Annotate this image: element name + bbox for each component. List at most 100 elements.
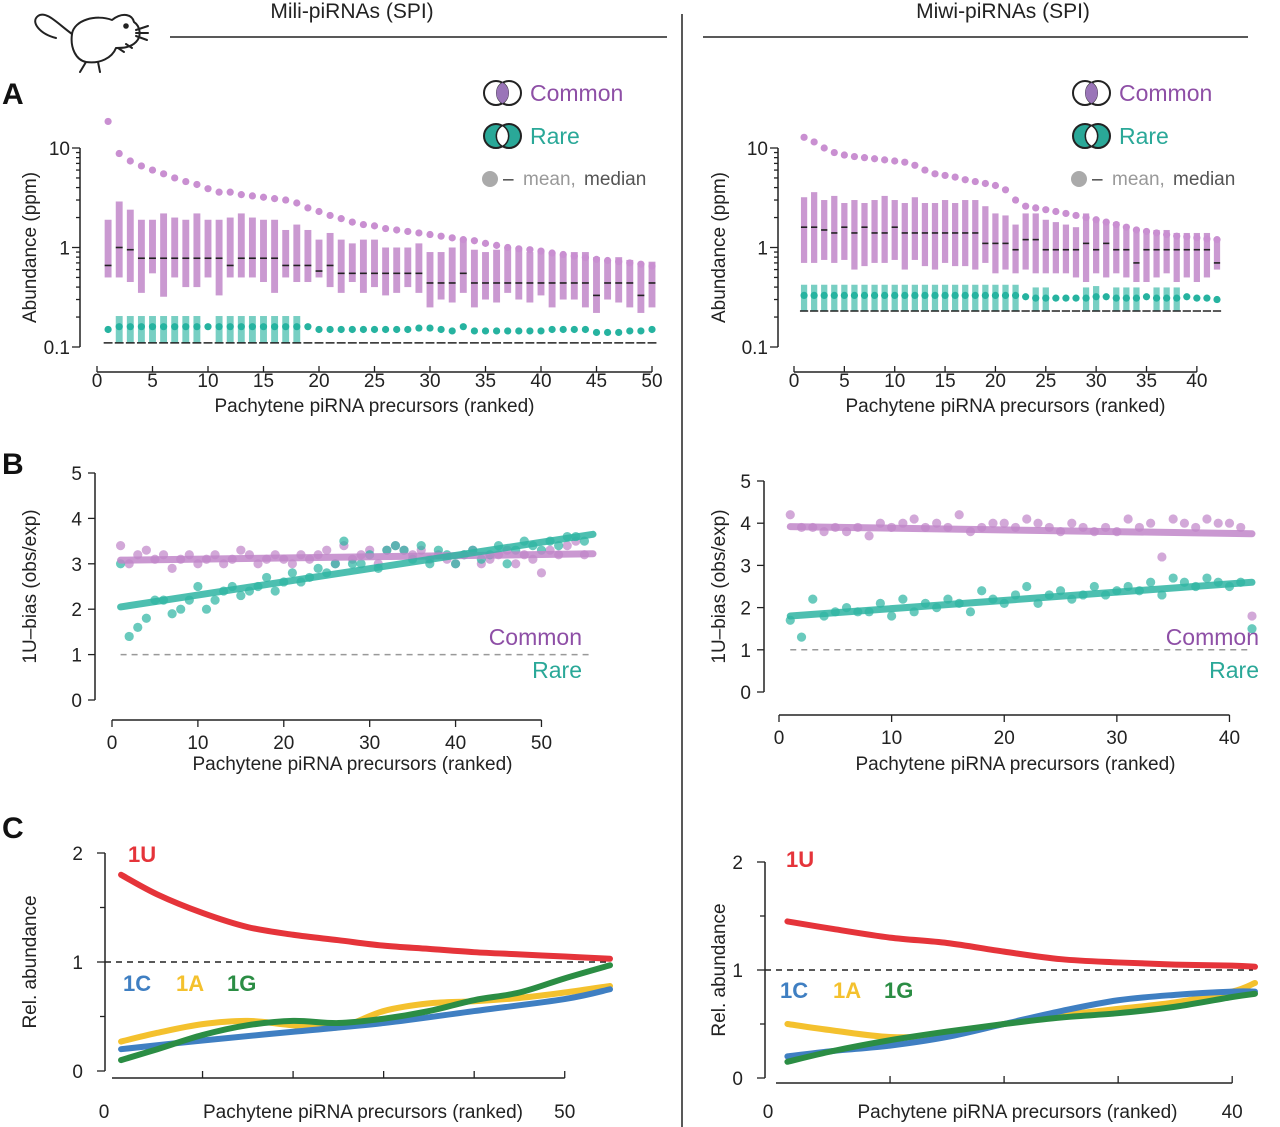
y-tick-label: 10 — [49, 139, 70, 160]
rare-mean-point — [1042, 294, 1050, 302]
common-mean-point — [971, 177, 979, 186]
common-mean-point — [961, 176, 969, 184]
rare-mean-point — [1102, 293, 1110, 301]
common-mean-point — [348, 218, 356, 226]
rare-mean-point — [1132, 294, 1141, 302]
x-tick-label: 30 — [419, 371, 440, 392]
common-bar — [648, 261, 656, 308]
rare-mean-point — [137, 323, 145, 331]
x-tick-label: 40 — [1219, 728, 1240, 749]
rare-mean-point — [860, 291, 869, 300]
rare-mean-point — [481, 327, 490, 335]
common-bar — [931, 203, 939, 270]
common-bar — [1183, 232, 1190, 278]
common-bar — [137, 219, 145, 293]
y-axis-title: Abundance (ppm) — [709, 172, 730, 323]
y-axis-title: 1U–bias (obs/exp) — [709, 509, 730, 663]
rare-point — [416, 541, 426, 551]
rare-mean-point — [1072, 294, 1080, 302]
rare-mean-point — [911, 291, 919, 300]
common-point — [1168, 514, 1178, 524]
rare-mean-point — [359, 325, 367, 334]
rare-mean-point — [404, 325, 412, 334]
rare-mean-point — [248, 323, 256, 331]
legend-mean-dot-icon — [482, 171, 498, 187]
common-point — [1157, 552, 1167, 562]
rare-point — [167, 609, 177, 619]
y-tick-label: 10 — [747, 139, 768, 160]
rare-point — [898, 594, 908, 604]
legend-a-right: Common Rare – mean, median — [1071, 80, 1235, 190]
common-mean-point — [810, 138, 818, 146]
rare-mean-point — [810, 291, 818, 300]
x-tick-label: 35 — [1136, 371, 1157, 392]
common-mean-point — [393, 226, 401, 234]
common-mean-point — [215, 188, 223, 196]
c-left-1u-label: 1U — [128, 842, 156, 867]
common-mean-point — [437, 232, 445, 240]
x-tick-label: 50 — [641, 371, 662, 392]
common-bar — [415, 243, 423, 293]
legend-dash: – — [1092, 169, 1103, 190]
rare-mean-point — [437, 325, 445, 334]
common-mean-point — [1213, 236, 1221, 244]
x-tick-label: 30 — [1106, 728, 1127, 749]
common-mean-point — [259, 193, 268, 201]
rare-mean-point — [348, 325, 356, 334]
x-tick-label: 20 — [994, 728, 1015, 749]
common-mean-point — [901, 158, 909, 166]
common-mean-point — [337, 215, 345, 223]
rare-mean-point — [1032, 294, 1040, 302]
rare-mean-point — [637, 327, 645, 335]
common-bar — [1143, 229, 1150, 283]
rare-point — [382, 545, 392, 555]
common-bar — [193, 213, 201, 288]
rare-mean-point — [559, 325, 567, 334]
common-mean-point — [604, 256, 612, 265]
x-axis-title: Pachytene piRNA precursors (ranked) — [215, 396, 535, 417]
common-bar — [615, 257, 623, 303]
common-bar — [1022, 213, 1029, 270]
common-mean-point — [1042, 206, 1050, 214]
rare-mean-point — [901, 291, 909, 300]
common-mean-point — [1152, 229, 1161, 237]
common-bar — [1173, 232, 1180, 283]
rare-mean-point — [148, 323, 157, 331]
rare-mean-point — [961, 291, 969, 300]
c-left-1g-label: 1G — [227, 971, 256, 996]
common-mean-point — [850, 152, 859, 161]
chart-C-right: 0 1 2 0 40 — [732, 853, 1258, 1123]
rare-mean-point — [393, 325, 401, 334]
common-mean-point — [426, 230, 434, 239]
common-mean-point — [1173, 232, 1181, 240]
common-bar — [248, 217, 256, 278]
line-1u — [784, 918, 1258, 970]
common-bar — [171, 217, 179, 278]
common-mean-point — [1203, 235, 1211, 243]
x-tick-label: 40 — [530, 371, 551, 392]
common-bar — [1133, 229, 1140, 283]
common-bar — [1163, 229, 1170, 274]
rare-mean-point — [1112, 294, 1120, 302]
y-tick-label: 2 — [71, 600, 82, 621]
common-mean-point — [1062, 209, 1070, 218]
common-mean-point — [1112, 220, 1120, 229]
chart-A-right: 0.1 1 10 0 5 10 15 20 25 30 35 40 — [742, 133, 1222, 392]
common-mean-point — [1183, 233, 1191, 241]
common-bar — [972, 200, 979, 270]
common-mean-point — [615, 258, 623, 266]
common-bar — [149, 219, 156, 274]
common-bar — [482, 252, 489, 300]
common-bar — [581, 252, 589, 308]
y-tick-label: 1 — [59, 239, 70, 260]
rare-mean-point — [326, 325, 334, 334]
common-mean-point — [592, 255, 601, 263]
rare-fit-line — [786, 578, 1256, 620]
y-tick-label: 5 — [71, 464, 82, 485]
common-bar — [493, 249, 501, 303]
rare-point — [262, 572, 272, 583]
common-mean-point — [1001, 186, 1010, 194]
common-bar — [1193, 232, 1200, 283]
rare-point — [133, 622, 143, 632]
